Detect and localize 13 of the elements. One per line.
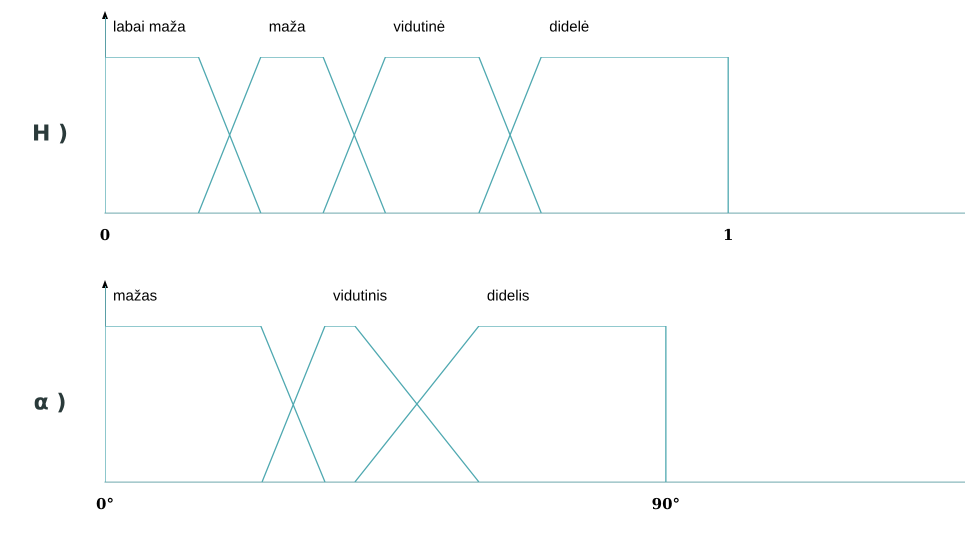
x-tick-label: 90° bbox=[652, 494, 680, 513]
series-label: labai maža bbox=[113, 18, 186, 36]
x-tick-label: 1 bbox=[722, 226, 734, 244]
x-tick-label: 0 bbox=[100, 226, 110, 244]
series-label: vidutinė bbox=[393, 18, 446, 36]
series-label: didelė bbox=[549, 18, 590, 36]
x-tick-label: 0° bbox=[96, 494, 114, 513]
y-axis-title: α ) bbox=[34, 390, 66, 416]
series-label: vidutinis bbox=[332, 288, 388, 305]
y-axis-title: H ) bbox=[32, 122, 68, 147]
series-label: maža bbox=[268, 18, 306, 36]
series-label: mažas bbox=[113, 288, 158, 305]
series-label: didelis bbox=[486, 288, 530, 305]
